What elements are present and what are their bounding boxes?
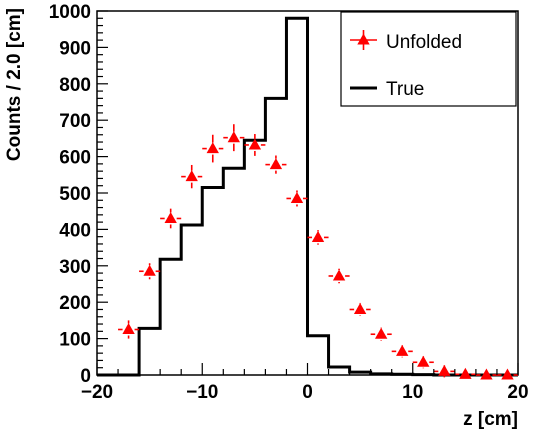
triangle-marker <box>122 323 135 335</box>
unfolded-point <box>349 302 371 317</box>
triangle-marker <box>353 302 367 315</box>
y-tick-label: 0 <box>80 366 91 387</box>
triangle-marker <box>269 158 283 170</box>
unfolded-point <box>160 208 182 229</box>
x-tick-label: −20 <box>81 382 113 403</box>
triangle-marker <box>417 355 430 367</box>
y-tick-label: 200 <box>59 293 91 314</box>
triangle-marker <box>480 368 493 380</box>
legend-box <box>340 11 517 107</box>
triangle-marker <box>375 327 388 339</box>
y-tick-label: 700 <box>59 111 91 132</box>
unfolded-point <box>391 344 413 358</box>
unfolded-point <box>454 367 476 379</box>
x-axis-title: z [cm] <box>463 409 518 430</box>
y-tick-label: 100 <box>59 330 91 351</box>
x-tick-label: −10 <box>186 382 218 403</box>
triangle-marker <box>459 367 472 379</box>
triangle-marker <box>227 131 240 143</box>
y-tick-label: 900 <box>59 38 91 59</box>
triangle-marker <box>501 368 514 380</box>
triangle-marker <box>438 364 451 376</box>
legend: Unfolded True <box>340 11 517 107</box>
unfolded-point <box>139 263 161 280</box>
unfolded-point <box>286 190 308 207</box>
unfolded-point <box>412 355 434 369</box>
unfolded-point <box>181 164 203 189</box>
legend-label-unfolded: Unfolded <box>386 32 462 53</box>
y-tick-label: 1000 <box>49 2 91 23</box>
triangle-marker <box>185 170 198 182</box>
triangle-marker <box>311 230 325 242</box>
unfolded-point <box>475 368 497 380</box>
y-tick-label: 400 <box>59 220 91 241</box>
unfolded-point <box>265 155 287 174</box>
triangle-marker <box>164 211 177 224</box>
series-true <box>97 16 518 377</box>
unfolded-point <box>370 327 392 341</box>
unfolded-point <box>202 134 224 163</box>
triangle-marker <box>248 138 262 150</box>
triangle-marker <box>143 264 156 276</box>
triangle-marker <box>290 191 304 204</box>
y-tick-label: 500 <box>59 184 91 205</box>
unfolded-point <box>244 134 266 156</box>
legend-unfolded-marker <box>350 30 377 50</box>
unfolded-point <box>328 268 350 284</box>
y-tick-label: 600 <box>59 148 91 169</box>
unfolded-point <box>223 124 245 152</box>
axes: −20 −10 0 10 2001002003004005006007008009001… <box>49 2 529 403</box>
triangle-marker <box>206 142 219 154</box>
x-tick-label: 0 <box>302 382 313 403</box>
true-step-line <box>97 16 518 377</box>
unfolded-point <box>118 320 140 339</box>
x-tick-label: 10 <box>402 382 423 403</box>
legend-label-true: True <box>386 79 424 100</box>
y-tick-label: 300 <box>59 257 91 278</box>
legend-triangle-marker <box>357 33 370 45</box>
unfolded-point <box>496 368 518 380</box>
triangle-marker <box>332 269 346 281</box>
unfolded-point <box>307 230 329 245</box>
unfolded-point <box>433 364 455 378</box>
series-unfolded <box>118 124 518 380</box>
x-tick-label: 20 <box>507 382 528 403</box>
y-tick-label: 800 <box>59 75 91 96</box>
y-axis-title: Counts / 2.0 [cm] <box>4 8 25 161</box>
triangle-marker <box>396 344 409 356</box>
